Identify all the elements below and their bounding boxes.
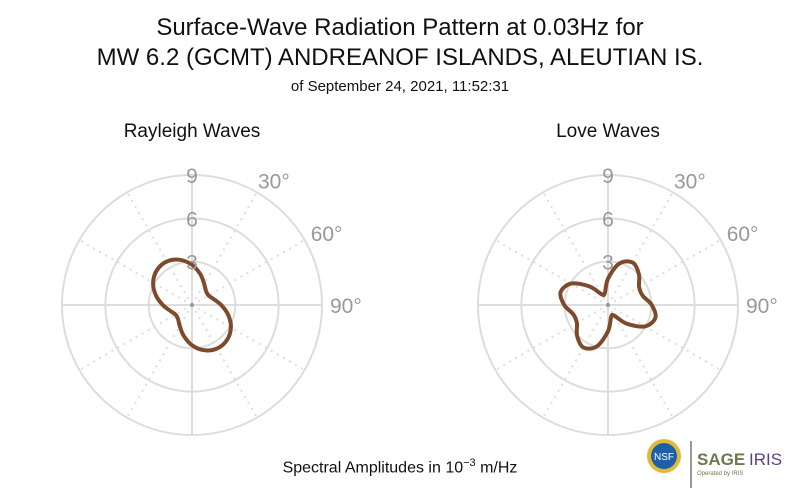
grid-spoke xyxy=(78,239,193,306)
grid-spoke xyxy=(607,304,722,371)
rayleigh-polar-plot: 3 6 9 30° 60° 90° xyxy=(61,165,362,436)
angle-tick-label: 30° xyxy=(258,170,290,193)
angle-tick-label: 90° xyxy=(330,295,362,318)
radial-tick-label: 6 xyxy=(186,208,198,231)
nsf-text: NSF xyxy=(654,452,674,463)
grid-spoke xyxy=(542,304,609,419)
grid-spoke xyxy=(191,304,306,371)
angle-tick-label: 60° xyxy=(311,223,343,246)
grid-spoke xyxy=(78,304,193,371)
footer-suffix: m/Hz xyxy=(475,459,518,477)
grid-spoke xyxy=(607,304,674,419)
radiation-pattern-curve xyxy=(151,257,233,353)
grid-spoke xyxy=(494,304,609,371)
operated-by-text: Operated by IRIS xyxy=(697,471,743,477)
radial-tick-label: 3 xyxy=(602,252,614,275)
grid-spoke xyxy=(607,191,674,306)
footer-exponent: −3 xyxy=(463,457,476,469)
grid-spoke xyxy=(126,304,193,419)
grid-spoke xyxy=(607,239,722,306)
grid-spoke xyxy=(126,191,193,306)
nsf-sage-iris-logo: NSF SAGE IRIS Operated by IRIS xyxy=(645,438,795,492)
iris-text: IRIS xyxy=(749,450,782,469)
sage-text: SAGE xyxy=(697,450,745,469)
nsf-logo-icon: NSF xyxy=(647,439,681,473)
subtitle: of September 24, 2021, 11:52:31 xyxy=(290,78,510,95)
grid-spoke xyxy=(191,304,258,419)
grid-spoke xyxy=(542,191,609,306)
amplitude-units-label: Spectral Amplitudes in 10−3 m/Hz xyxy=(0,457,800,477)
center-dot xyxy=(606,303,610,307)
love-title: Love Waves xyxy=(556,121,660,142)
radial-tick-label: 3 xyxy=(186,252,198,275)
radial-tick-label: 6 xyxy=(602,208,614,231)
grid-spoke xyxy=(494,239,609,306)
angle-tick-label: 30° xyxy=(674,170,706,193)
radial-tick-label: 9 xyxy=(602,165,614,188)
title-line-1: Surface-Wave Radiation Pattern at 0.03Hz… xyxy=(156,14,644,41)
rayleigh-title: Rayleigh Waves xyxy=(123,121,261,142)
center-dot xyxy=(190,303,194,307)
angle-tick-label: 90° xyxy=(746,295,778,318)
title-line-2: MW 6.2 (GCMT) ANDREANOF ISLANDS, ALEUTIA… xyxy=(96,44,704,71)
footer-prefix: Spectral Amplitudes in 10 xyxy=(282,459,464,477)
love-polar-plot: 3 6 9 30° 60° 90° xyxy=(477,165,778,436)
angle-tick-label: 60° xyxy=(727,223,759,246)
radiation-pattern-curve xyxy=(558,259,658,351)
grid-spoke xyxy=(191,191,258,306)
grid-spoke xyxy=(191,239,306,306)
radial-tick-label: 9 xyxy=(186,165,198,188)
